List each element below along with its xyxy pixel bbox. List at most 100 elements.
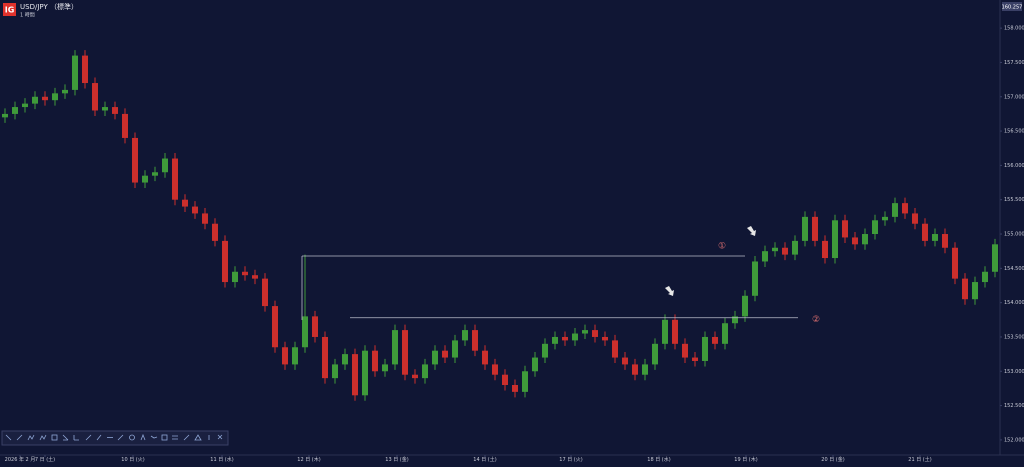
tool-icon[interactable] — [150, 435, 158, 439]
tool-icon[interactable] — [217, 434, 223, 440]
price-tag: 160.257 — [1002, 5, 1023, 11]
candle-body — [802, 216, 808, 241]
candle-body — [732, 316, 738, 324]
candle-body — [262, 278, 268, 307]
candle-body — [702, 336, 708, 361]
x-tick-label: 14 日 (土) — [473, 456, 496, 463]
candle-body — [452, 340, 458, 358]
candle-body — [482, 350, 488, 365]
tool-icon[interactable] — [96, 434, 102, 441]
candle-body — [52, 93, 58, 101]
tool-icon[interactable] — [5, 434, 12, 441]
tool-icon[interactable] — [129, 434, 135, 441]
candle-body — [982, 271, 988, 283]
candle-body — [742, 295, 748, 317]
x-tick-label: 7 日 (土) — [35, 456, 55, 463]
candle-body — [362, 350, 368, 396]
x-tick-label: 17 日 (火) — [559, 457, 582, 463]
candle-body — [132, 137, 138, 183]
candle-body — [652, 343, 658, 365]
candle-body — [322, 336, 328, 379]
x-tick-label: 20 日 (金) — [821, 456, 844, 463]
candle-body — [522, 371, 528, 392]
tool-icon[interactable] — [194, 434, 202, 441]
candle-body — [422, 364, 428, 379]
logo-box — [3, 3, 16, 16]
candle-body — [942, 234, 948, 248]
candle-body — [562, 336, 568, 341]
tool-icon[interactable] — [117, 434, 124, 441]
y-tick-label: 155.500 — [1004, 197, 1024, 203]
x-tick-label: 12 日 (木) — [297, 456, 320, 463]
tool-icon[interactable] — [16, 434, 23, 441]
candle-body — [722, 323, 728, 344]
candle-body — [222, 240, 228, 283]
tool-icon[interactable] — [39, 434, 47, 441]
tool-icon[interactable] — [183, 434, 190, 441]
logo: IG — [5, 6, 15, 15]
tool-icon[interactable] — [85, 434, 92, 441]
candle-body — [112, 107, 118, 114]
y-tick-label: 152.500 — [1004, 403, 1024, 409]
candle-body — [532, 357, 538, 372]
y-tick-label: 154.000 — [1004, 300, 1024, 306]
y-tick-label: 157.500 — [1004, 60, 1024, 66]
candle-body — [342, 354, 348, 365]
tool-icon[interactable] — [51, 434, 58, 441]
x-tick-label: 2026 年 2 月 — [5, 456, 36, 463]
tool-icon[interactable] — [140, 433, 146, 441]
candle-body — [972, 282, 978, 300]
candle-body — [42, 96, 48, 101]
candle-body — [272, 306, 278, 348]
candle-body — [752, 261, 758, 296]
candle-body — [612, 340, 618, 358]
candle-body — [282, 347, 288, 365]
candle-body — [602, 336, 608, 341]
toolbar-box — [1, 430, 229, 446]
candle-body — [22, 103, 28, 108]
candle-body — [712, 336, 718, 344]
y-tick-label: 154.500 — [1004, 266, 1024, 272]
candle-body — [492, 364, 498, 375]
candle-body — [462, 330, 468, 341]
y-tick-label: 156.000 — [1004, 163, 1024, 169]
candle-body — [692, 357, 698, 361]
y-tick-label: 155.000 — [1004, 232, 1024, 238]
tool-icon[interactable] — [73, 435, 79, 441]
candle-body — [792, 240, 798, 255]
candle-body — [102, 107, 108, 111]
tool-icon[interactable] — [27, 434, 35, 441]
tool-icon[interactable] — [161, 434, 168, 441]
candle-body — [542, 343, 548, 358]
candle-body — [212, 223, 218, 241]
candle-body — [412, 374, 418, 379]
candle-body — [842, 220, 848, 238]
x-tick-label: 13 日 (金) — [385, 456, 408, 463]
y-tick-label: 157.000 — [1004, 94, 1024, 100]
candle-body — [592, 330, 598, 337]
candle-body — [992, 244, 998, 272]
candle-body — [812, 216, 818, 241]
arrow — [747, 226, 756, 236]
tool-icon[interactable] — [172, 435, 178, 440]
x-tick-label: 21 日 (土) — [908, 456, 931, 463]
candle-body — [122, 113, 128, 138]
candle-body — [582, 330, 588, 334]
candle-body — [872, 220, 878, 235]
chart-title: USD/JPY （標準） — [20, 2, 78, 11]
candle-body — [852, 237, 858, 245]
level-label: ② — [812, 315, 820, 325]
x-tick-label: 18 日 (水) — [647, 456, 670, 463]
candle-body — [2, 113, 8, 118]
candle-body — [252, 275, 258, 279]
tool-icon[interactable] — [62, 434, 69, 441]
candle-body — [572, 333, 578, 341]
price-tag-box — [1002, 2, 1022, 11]
candle-body — [682, 343, 688, 358]
candle-body — [162, 158, 168, 173]
candle-body — [912, 213, 918, 224]
candle-body — [762, 251, 768, 262]
